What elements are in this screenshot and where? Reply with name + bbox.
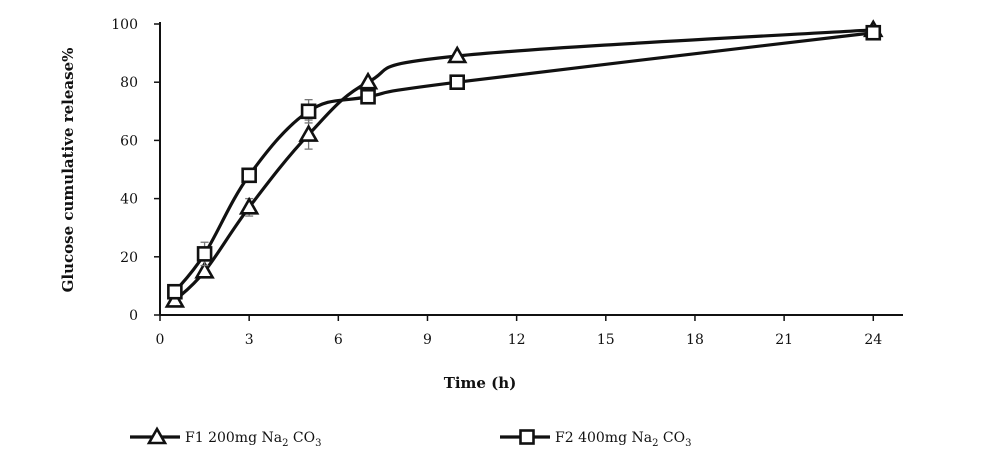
y-tick-label: 100 <box>111 17 138 33</box>
series-1 <box>164 19 884 308</box>
y-axis-title: Glucose cumulative release% <box>59 48 77 293</box>
square-marker <box>196 246 213 262</box>
x-axis-title: Time (h) <box>444 374 517 392</box>
triangle-marker <box>446 45 468 64</box>
triangle-marker <box>298 123 319 142</box>
x-tick-label: 6 <box>334 332 343 348</box>
series-layer <box>164 19 884 308</box>
square-marker <box>449 74 466 90</box>
x-tick-label: 0 <box>156 332 165 348</box>
triangle-marker <box>194 260 215 279</box>
y-tick-label: 80 <box>120 75 138 91</box>
series-2 <box>167 24 882 300</box>
square-marker <box>865 24 882 41</box>
x-tick-label: 24 <box>864 332 882 348</box>
legend-marker <box>146 426 168 445</box>
x-tick-label: 12 <box>508 332 526 348</box>
x-tick-label: 15 <box>597 332 615 348</box>
x-tick-label: 21 <box>775 332 793 348</box>
series-line <box>173 31 874 293</box>
series-line <box>173 28 874 302</box>
legend: F1 200mg Na2 CO3 F2 400mg Na2 CO3 <box>130 426 691 449</box>
y-tick-label: 40 <box>120 192 138 208</box>
square-marker <box>300 103 317 120</box>
x-tick-label: 3 <box>245 332 254 348</box>
axes: 0 20 40 60 80 100 0 3 6 9 12 15 18 21 24 <box>111 17 903 348</box>
y-tick-label: 60 <box>120 133 138 149</box>
y-tick-label: 20 <box>120 250 138 266</box>
legend-item-2: F2 400mg Na2 CO3 <box>500 429 691 449</box>
square-marker <box>241 167 257 184</box>
legend-marker <box>519 429 535 445</box>
y-tick-label: 0 <box>129 308 138 324</box>
legend-label: F1 200mg Na2 CO3 <box>185 430 321 449</box>
x-tick-label: 9 <box>423 332 432 348</box>
x-tick-label: 18 <box>686 332 704 348</box>
legend-label: F2 400mg Na2 CO3 <box>555 430 691 449</box>
legend-item-1: F1 200mg Na2 CO3 <box>130 426 321 449</box>
square-marker <box>167 283 183 300</box>
triangle-marker <box>238 196 260 215</box>
triangle-marker <box>357 71 379 90</box>
square-marker <box>360 88 376 105</box>
